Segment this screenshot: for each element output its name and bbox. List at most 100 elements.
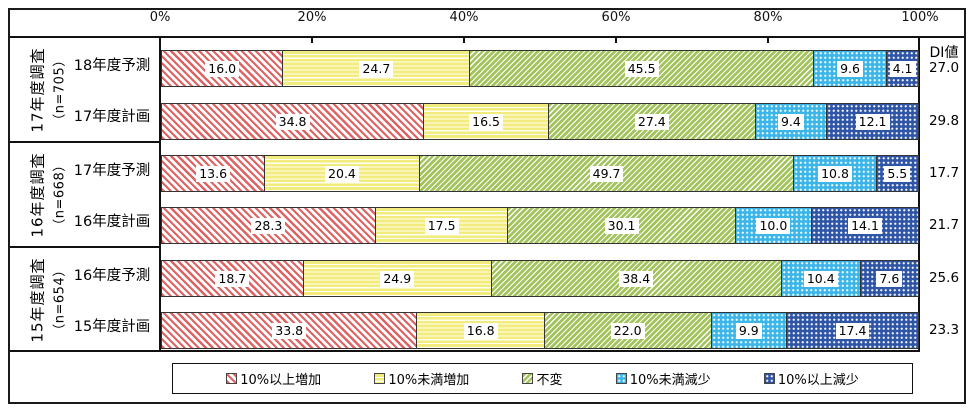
segment-value-label: 22.0: [610, 322, 645, 339]
bar-segment-increase-under10: 20.4: [264, 156, 419, 191]
x-axis-tick-label: 100%: [901, 10, 939, 25]
row-group-17-survey: 17年度調査 （n=705） 18年度予測 17年度計画: [11, 38, 159, 141]
bar-row: 28.3 17.5 30.1 10.0 14.1: [161, 207, 919, 244]
legend-swatch-decrease-10plus-icon: [763, 373, 775, 384]
segment-value-label: 4.1: [889, 60, 916, 77]
bar-row: 33.8 16.8 22.0 9.9 17.4: [161, 312, 919, 349]
segment-value-label: 24.7: [359, 60, 394, 77]
group-survey-label: 15年度調査: [28, 256, 47, 343]
row-label: 16年度計画: [73, 214, 151, 230]
bar-segment-increase-10plus: 13.6: [162, 156, 265, 191]
chart-outer-border: [8, 8, 966, 404]
axis-tick: [615, 37, 617, 43]
axis-tick: [311, 37, 313, 43]
row-group-16-survey: 16年度調査 （n=668） 17年度予測 16年度計画: [11, 143, 159, 246]
segment-value-label: 13.6: [196, 165, 231, 182]
bar-segment-decrease-under10: 9.9: [710, 313, 787, 348]
x-axis-tick-label: 60%: [601, 10, 631, 25]
bar-segment-decrease-10plus: 17.4: [786, 313, 919, 348]
segment-value-label: 7.6: [876, 270, 903, 287]
segment-value-label: 16.0: [205, 60, 240, 77]
bar-segment-decrease-10plus: 12.1: [826, 104, 918, 139]
legend-label: 10%以上増加: [240, 373, 322, 388]
legend-item: 不変: [522, 369, 562, 388]
di-value: 21.7: [928, 217, 960, 233]
segment-value-label: 17.5: [424, 217, 459, 234]
plot-bottom-border: [10, 350, 920, 352]
row-label: 17年度予測: [73, 162, 151, 179]
x-axis-tick-label: 20%: [297, 10, 327, 25]
di-column-header: DI値: [929, 45, 959, 61]
bar-segment-increase-10plus: 34.8: [162, 104, 424, 139]
segment-value-label: 38.4: [619, 270, 654, 287]
segment-value-label: 5.5: [884, 165, 911, 182]
bar-segment-increase-10plus: 33.8: [162, 313, 417, 348]
x-axis-tick-label: 80%: [753, 10, 783, 25]
group-sample-size-label: （n=654）: [52, 262, 68, 337]
bar-segment-unchanged: 22.0: [543, 313, 711, 348]
group-sample-size-label: （n=668）: [52, 157, 68, 232]
bar-row: 34.8 16.5 27.4 9.4 12.1: [161, 103, 919, 140]
group-survey-label: 16年度調査: [28, 151, 47, 238]
bar-segment-decrease-under10: 9.6: [812, 51, 887, 86]
di-value: 29.8: [928, 113, 960, 129]
bar-segment-increase-under10: 17.5: [374, 208, 508, 243]
bar-segment-increase-10plus: 16.0: [162, 51, 283, 86]
legend-item: 10%以上減少: [763, 369, 859, 388]
bar-row: 16.0 24.7 45.5 9.6 4.1: [161, 50, 919, 87]
bar-segment-decrease-under10: 10.0: [734, 208, 811, 243]
legend-box: 10%以上増加 10%未満増加 不変 10%未満減少 10%以上減少: [172, 363, 913, 394]
segment-value-label: 17.4: [835, 322, 870, 339]
plot-right-border: [918, 37, 920, 352]
segment-value-label: 16.5: [469, 113, 503, 130]
bar-segment-unchanged: 30.1: [507, 208, 735, 243]
legend-swatch-unchanged-icon: [522, 373, 534, 384]
segment-value-label: 10.4: [803, 270, 838, 287]
segment-value-label: 24.9: [380, 270, 415, 287]
legend-swatch-decrease-under10-icon: [615, 373, 627, 384]
bar-segment-unchanged: 45.5: [469, 51, 813, 86]
bar-segment-unchanged: 27.4: [548, 104, 755, 139]
group-sample-size-label: （n=705）: [52, 52, 68, 127]
legend-label: 不変: [536, 373, 563, 388]
segment-value-label: 12.1: [855, 113, 890, 130]
di-value: 27.0: [928, 60, 960, 76]
group-survey-label: 17年度調査: [28, 46, 47, 133]
bar-row: 13.6 20.4 49.7 10.8 5.5: [161, 155, 919, 192]
legend-swatch-increase-under10-icon: [374, 373, 386, 384]
segment-value-label: 20.4: [325, 165, 359, 182]
bar-segment-increase-under10: 16.8: [416, 313, 544, 348]
legend-label: 10%未満増加: [388, 373, 470, 388]
segment-value-label: 27.4: [634, 113, 669, 130]
bar-segment-unchanged: 49.7: [418, 156, 794, 191]
legend-swatch-increase-10plus-icon: [226, 373, 238, 384]
legend-item: 10%以上増加: [226, 369, 321, 388]
bar-row: 18.7 24.9 38.4 10.4 7.6: [161, 260, 919, 297]
bar-segment-decrease-10plus: 5.5: [875, 156, 918, 191]
bar-segment-decrease-under10: 9.4: [754, 104, 827, 139]
segment-value-label: 10.0: [756, 217, 791, 234]
row-label: 16年度予測: [73, 267, 151, 284]
row-label: 18年度予測: [73, 57, 151, 74]
bar-segment-increase-10plus: 28.3: [162, 208, 375, 243]
bar-segment-decrease-under10: 10.4: [780, 261, 860, 296]
bar-segment-increase-under10: 24.7: [282, 51, 470, 86]
segment-value-label: 45.5: [624, 60, 659, 77]
bar-segment-decrease-10plus: 7.6: [859, 261, 918, 296]
bar-segment-increase-10plus: 18.7: [162, 261, 303, 296]
segment-value-label: 28.3: [251, 217, 286, 234]
legend-item: 10%未満増加: [374, 369, 469, 388]
legend-item: 10%未満減少: [615, 369, 711, 388]
segment-value-label: 34.8: [275, 113, 310, 130]
row-label: 17年度計画: [73, 109, 151, 125]
axis-tick: [767, 37, 769, 43]
bar-segment-increase-under10: 16.5: [423, 104, 548, 139]
group-separator-line: [10, 141, 161, 143]
bar-segment-unchanged: 38.4: [490, 261, 781, 296]
segment-value-label: 18.7: [215, 270, 250, 287]
x-axis-tick-label: 0%: [149, 10, 171, 25]
group-separator-line: [10, 246, 161, 248]
plot-left-border: [159, 37, 161, 352]
di-value: 23.3: [928, 322, 960, 338]
